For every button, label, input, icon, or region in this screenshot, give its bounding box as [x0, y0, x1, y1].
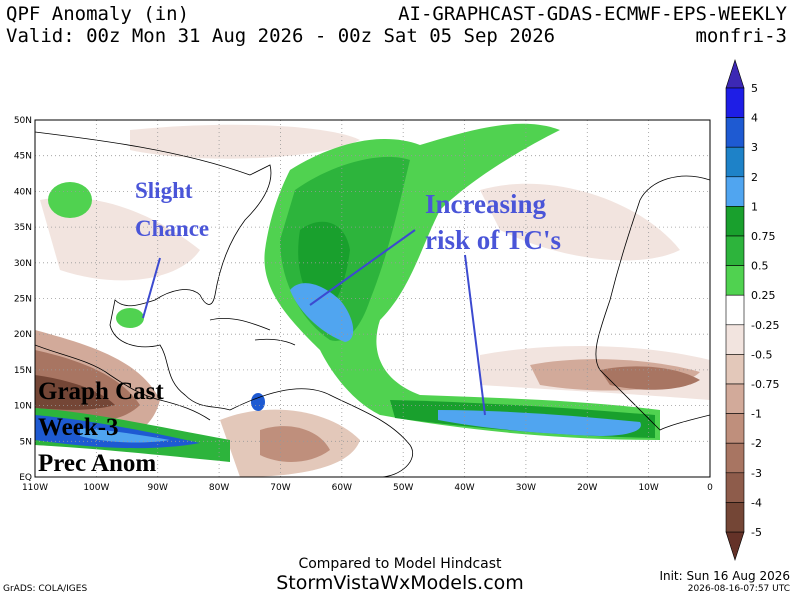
- colorbar-label: 0.75: [751, 230, 776, 243]
- colorbar-label: 0.5: [751, 260, 769, 273]
- colorbar-swatch: [725, 354, 745, 385]
- lon-label: 40W: [454, 483, 474, 493]
- colorbar-label: 2: [751, 171, 758, 184]
- annotation: risk of TC's: [425, 225, 561, 255]
- colorbar: 5 4 3 2 1 0.75 0.5 0.25 -0.25 -0.5 -0.75 -1 -2 -3 -4 -5: [725, 59, 779, 561]
- label: Graph Cast: [38, 378, 164, 405]
- colorbar-label: -0.5: [751, 348, 772, 361]
- colorbar-swatch: [725, 502, 745, 533]
- colorbar-swatch: [725, 413, 745, 444]
- lon-label: 100W: [83, 483, 109, 493]
- colorbar-swatch: [725, 176, 745, 207]
- lon-label: 80W: [209, 483, 229, 493]
- annotation: Increasing: [425, 189, 547, 219]
- colorbar-swatch: [725, 442, 745, 474]
- annotation: Chance: [135, 216, 209, 241]
- colorbar-cap: [725, 59, 745, 89]
- arrow: [142, 257, 161, 319]
- colorbar-label: 5: [751, 82, 758, 95]
- map-frame: [34, 119, 711, 478]
- colorbar-label: 4: [751, 112, 758, 125]
- colorbar-label: -5: [751, 526, 762, 539]
- lon-label: 0: [707, 483, 713, 493]
- anomaly-fields: [35, 123, 710, 477]
- model: AI-GRAPHCAST-GDAS-ECMWF-EPS-WEEKLY: [398, 3, 787, 25]
- colorbar-swatch: [725, 265, 745, 296]
- colorbar-label: -0.75: [751, 378, 779, 391]
- colorbar-label: 1: [751, 200, 758, 213]
- arrow: [309, 229, 416, 306]
- lat-label: 15N: [14, 366, 32, 376]
- lat-label: 25N: [14, 295, 32, 305]
- coastlines: [35, 131, 710, 477]
- label: Prec Anom: [38, 450, 156, 477]
- colorbar-label: -1: [751, 408, 762, 421]
- lat-label: 5N: [20, 437, 32, 447]
- grads: GrADS: COLA/IGES: [3, 584, 87, 594]
- colorbar-swatch: [725, 472, 745, 503]
- init: Init: Sun 16 Aug 2026: [659, 569, 790, 583]
- label: Week-3: [38, 414, 119, 441]
- lon-label: 110W: [22, 483, 48, 493]
- period: monfri-3: [695, 25, 787, 47]
- lat-label: EQ: [19, 473, 32, 483]
- colorbar-label: -4: [751, 496, 762, 509]
- colorbar-label: -3: [751, 467, 762, 480]
- valid: Valid: 00z Mon 31 Aug 2026 - 00z Sat 05 …: [6, 25, 555, 47]
- colorbar-label: 3: [751, 141, 758, 154]
- colorbar-label: -0.25: [751, 319, 779, 332]
- lon-label: 50W: [393, 483, 413, 493]
- lat-label: 45N: [14, 152, 32, 162]
- colorbar-swatch: [725, 324, 745, 355]
- arrow: [464, 254, 486, 416]
- stamp: 2026-08-16-07:57 UTC: [688, 584, 790, 594]
- colorbar-swatch: [725, 146, 745, 178]
- lat-label: 50N: [14, 116, 32, 126]
- colorbar-cap: [725, 531, 745, 561]
- lon-label: 10W: [638, 483, 658, 493]
- compare: Compared to Model Hindcast: [298, 556, 502, 572]
- title: QPF Anomaly (in): [6, 3, 189, 25]
- annotations: Slight Chance Increasing risk of TC's Gr…: [38, 178, 561, 477]
- lon-label: 60W: [332, 483, 352, 493]
- colorbar-swatch: [725, 206, 745, 237]
- lat-label: 40N: [14, 187, 32, 197]
- colorbar-label: -2: [751, 437, 762, 450]
- annotation: Slight: [135, 178, 193, 203]
- colorbar-swatch: [725, 117, 745, 148]
- lat-label: 35N: [14, 223, 32, 233]
- lon-label: 30W: [516, 483, 536, 493]
- colorbar-swatch: [725, 235, 745, 266]
- lon-label: 70W: [270, 483, 290, 493]
- colorbar-swatch: [725, 294, 745, 326]
- lon-label: 20W: [577, 483, 597, 493]
- colorbar-swatch: [725, 383, 745, 414]
- site: StormVistaWxModels.com: [276, 572, 524, 594]
- lat-label: 30N: [14, 259, 32, 269]
- colorbar-swatch: [725, 87, 745, 118]
- lat-label: 20N: [14, 330, 32, 340]
- lon-label: 90W: [148, 483, 168, 493]
- lat-label: 10N: [14, 402, 32, 412]
- colorbar-label: 0.25: [751, 289, 776, 302]
